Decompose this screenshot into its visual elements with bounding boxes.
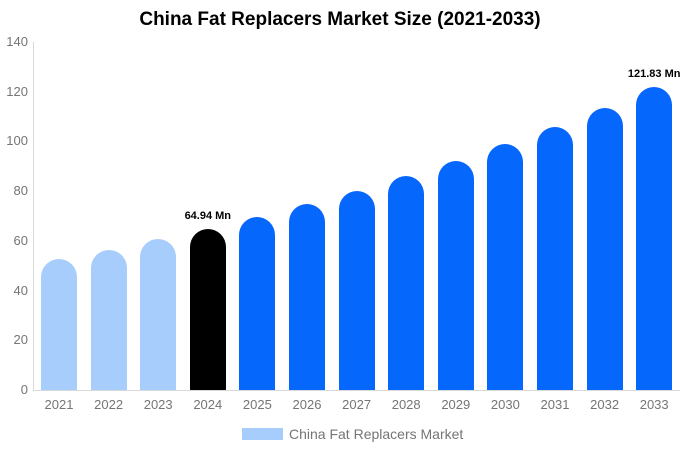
- bar-2025[interactable]: [239, 216, 276, 390]
- legend[interactable]: China Fat Replacers Market: [242, 426, 463, 442]
- legend-swatch: [242, 428, 283, 440]
- y-tick-label-100: 100: [6, 133, 28, 149]
- x-tick-label-2028: 2028: [391, 397, 421, 412]
- y-tick-label-60: 60: [13, 232, 28, 248]
- bar-2024[interactable]: [189, 228, 226, 390]
- bar-2026[interactable]: [289, 204, 325, 390]
- chart-title: China Fat Replacers Market Size (2021-20…: [139, 9, 541, 30]
- x-tick-label-2031: 2031: [540, 397, 570, 412]
- data-label-2033: 121.83 Mn: [627, 68, 680, 81]
- bar-2033[interactable]: [636, 87, 673, 390]
- y-tick-label-0: 0: [20, 382, 28, 397]
- x-tick-label-2021: 2021: [44, 397, 74, 412]
- data-label-2024: 64.94 Mn: [184, 209, 232, 222]
- x-tick-label-2022: 2022: [94, 397, 124, 412]
- bar-2032[interactable]: [586, 107, 623, 390]
- y-tick-label-40: 40: [13, 282, 28, 298]
- x-tick-label-2023: 2023: [143, 397, 173, 412]
- plot-area: 0 20 40 60 80 100 120 140 2021 2022 2023 2024 2025 20…: [0, 34, 680, 412]
- x-tick-label-2026: 2026: [292, 397, 322, 412]
- x-tick-label-2029: 2029: [441, 397, 471, 412]
- x-tick-label-2025: 2025: [242, 397, 272, 412]
- bar-2027[interactable]: [338, 190, 375, 390]
- y-tick-label-20: 20: [13, 332, 28, 348]
- y-tick-label-120: 120: [6, 83, 28, 99]
- x-axis-line: [33, 390, 680, 391]
- bar-2028[interactable]: [388, 176, 425, 390]
- y-tick-label-80: 80: [13, 183, 28, 199]
- x-tick-label-2027: 2027: [342, 397, 372, 412]
- bar-2029[interactable]: [437, 161, 474, 390]
- x-tick-label-2032: 2032: [590, 397, 620, 412]
- bar-2021[interactable]: [41, 259, 77, 390]
- y-axis-line: [33, 42, 34, 390]
- x-tick-label-2030: 2030: [490, 397, 520, 412]
- x-tick-label-2033: 2033: [639, 397, 669, 412]
- legend-label: China Fat Replacers Market: [289, 426, 464, 442]
- bar-2030[interactable]: [487, 144, 524, 390]
- bar-2031[interactable]: [537, 126, 573, 390]
- x-tick-label-2024: 2024: [193, 397, 223, 412]
- bar-2022[interactable]: [90, 249, 127, 390]
- y-tick-label-140: 140: [6, 34, 28, 49]
- bar-2023[interactable]: [140, 239, 177, 390]
